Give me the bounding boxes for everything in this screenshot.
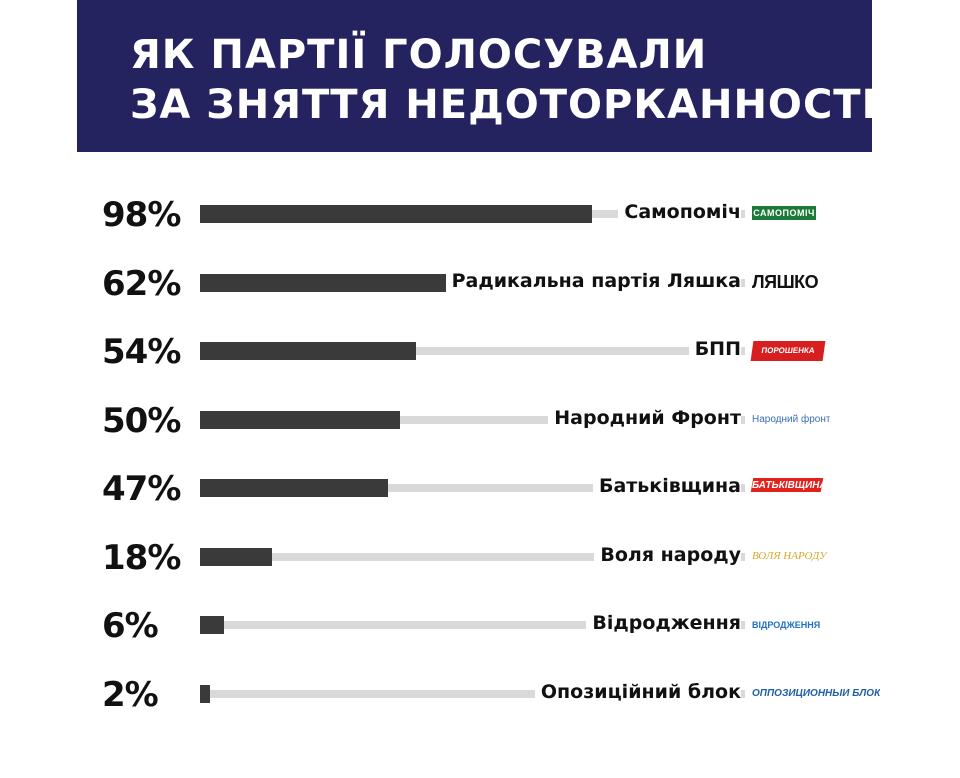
value-label: 6% (102, 606, 159, 646)
lyashko-logo: ЛЯШКО (752, 268, 832, 298)
narodnyi-front-logo: Народний фронт (752, 405, 832, 435)
logo-text: Народний фронт (752, 413, 831, 425)
value-label: 2% (102, 674, 159, 715)
chart-row: 6% Відродження ВІДРОДЖЕННЯ (0, 606, 960, 648)
bar-track (200, 347, 745, 355)
bar (200, 342, 416, 360)
page-title: ЯК ПАРТІЇ ГОЛОСУВАЛИ ЗА ЗНЯТТЯ НЕДОТОРКА… (130, 30, 877, 130)
bar-track (200, 621, 745, 629)
logo-text: ВІДРОДЖЕННЯ (752, 620, 821, 630)
opozytsiinyi-blok-logo: ОППОЗИЦИОННЫЙ БЛОК (752, 679, 880, 709)
category-label: Батьківщина (592, 475, 741, 497)
chart-row: 98% Самопоміч САМОПОМІЧ (0, 195, 960, 237)
value-label: 50% (102, 400, 181, 441)
bar (200, 616, 224, 634)
header-banner (77, 0, 872, 152)
value-label: 62% (102, 263, 181, 304)
title-line-2: ЗА ЗНЯТТЯ НЕДОТОРКАННОСТІ (130, 82, 878, 128)
bpp-logo: ПОРОШЕНКА (750, 341, 826, 361)
bar-track (200, 552, 745, 561)
bar (200, 684, 210, 703)
title-line-1: ЯК ПАРТІЇ ГОЛОСУВАЛИ (130, 32, 708, 78)
value-label: 47% (102, 469, 181, 509)
chart-row: 62% Радикальна партія Ляшка ЛЯШКО (0, 263, 960, 306)
category-label: Радикальна партія Ляшка (445, 269, 741, 292)
logo-text: ПОРОШЕНКА (760, 347, 816, 355)
logo-text: ЛЯШКО (752, 272, 819, 292)
bar-track (200, 689, 745, 698)
samopomich-logo: САМОПОМІЧ (752, 206, 816, 220)
value-label: 18% (102, 537, 181, 578)
chart-row: 50% Народний Фронт Народний фронт (0, 400, 960, 443)
category-label: Воля народу (594, 543, 741, 566)
category-label: БПП (688, 338, 741, 360)
category-label: Народний Фронт (548, 406, 741, 429)
logo-text: ОППОЗИЦИОННЫЙ БЛОК (752, 688, 881, 699)
logo-text: БАТЬКІВЩИНА (751, 479, 823, 491)
value-label: 54% (102, 332, 181, 372)
chart-row: 54% БПП ПОРОШЕНКА (0, 332, 960, 374)
logo-text: ВОЛЯ НАРОДУ (752, 551, 827, 562)
value-label: 98% (102, 195, 181, 235)
bar-track (200, 484, 745, 492)
vidrodzhennia-logo: ВІДРОДЖЕННЯ (752, 610, 832, 640)
bar (200, 410, 400, 429)
chart-row: 18% Воля народу ВОЛЯ НАРОДУ (0, 537, 960, 580)
category-label: Самопоміч (618, 201, 741, 223)
bar (200, 479, 388, 497)
category-label: Опозиційний блок (534, 680, 741, 703)
chart-row: 2% Опозиційний блок ОППОЗИЦИОННЫЙ БЛОК (0, 674, 960, 717)
bar (200, 205, 592, 223)
volya-narodu-logo: ВОЛЯ НАРОДУ (752, 542, 832, 572)
bar (200, 273, 448, 292)
logo-text: САМОПОМІЧ (753, 208, 815, 218)
bar-track (200, 415, 745, 424)
chart-row: 47% Батьківщина БАТЬКІВЩИНА (0, 469, 960, 511)
bar (200, 547, 272, 566)
category-label: Відродження (586, 612, 741, 634)
batkivshchyna-logo: БАТЬКІВЩИНА (750, 478, 824, 492)
